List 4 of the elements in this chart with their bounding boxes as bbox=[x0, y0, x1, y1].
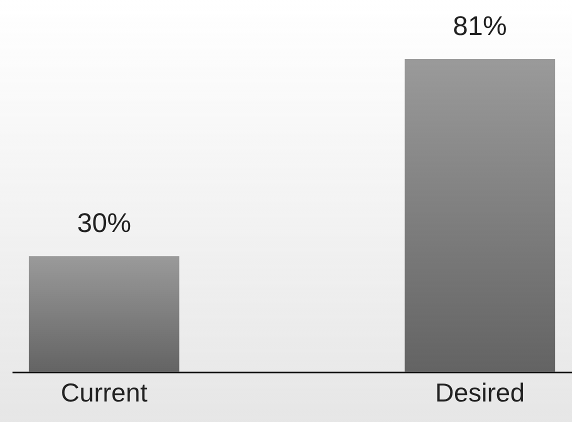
data-label: 81% bbox=[452, 11, 507, 41]
x-tick-label: Desired bbox=[435, 378, 525, 408]
data-label: 30% bbox=[77, 208, 132, 238]
x-tick-label: Current bbox=[60, 378, 148, 408]
